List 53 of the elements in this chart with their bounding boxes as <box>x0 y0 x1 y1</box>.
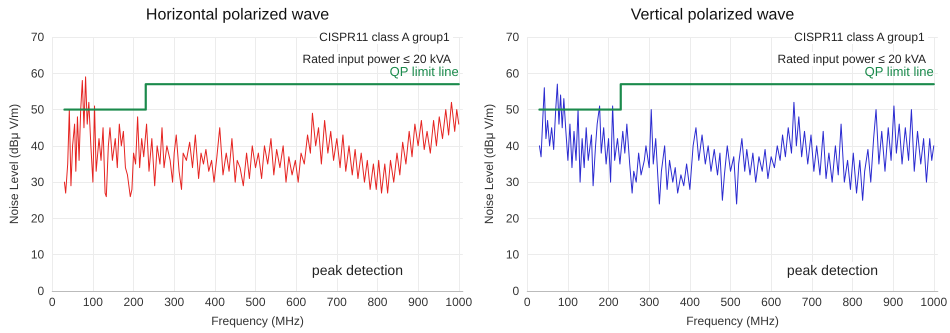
annotation: CISPR11 class A group1 <box>319 30 450 44</box>
y-tick-label: 70 <box>506 30 520 44</box>
annotation: Rated input power ≤ 20 kVA <box>302 52 452 66</box>
x-tick-label: 900 <box>883 295 904 309</box>
annotation: Rated input power ≤ 20 kVA <box>778 52 926 66</box>
y-tick-label: 0 <box>512 284 520 298</box>
annotation: CISPR11 class A group1 <box>794 30 925 44</box>
y-tick-label: 60 <box>30 66 45 80</box>
x-tick-label: 200 <box>124 295 144 309</box>
x-tick-label: 500 <box>245 295 266 309</box>
y-axis-title: Noise Level (dBμ V/m) <box>7 104 21 224</box>
y-tick-label: 10 <box>506 248 520 262</box>
x-axis-title: Frequency (MHz) <box>686 314 779 328</box>
y-tick-label: 60 <box>506 66 520 80</box>
x-tick-label: 300 <box>164 295 185 309</box>
x-tick-label: 300 <box>639 295 660 309</box>
y-tick-label: 50 <box>30 102 45 117</box>
x-tick-label: 800 <box>367 295 388 309</box>
x-tick-label: 700 <box>326 295 348 309</box>
series-label: QP limit line <box>864 64 934 80</box>
chart-title: Horizontal polarized wave <box>146 6 330 24</box>
x-tick-label: 600 <box>761 295 782 309</box>
annotation: peak detection <box>312 262 404 278</box>
x-tick-label: 200 <box>598 295 619 309</box>
x-tick-label: 0 <box>48 295 56 309</box>
y-tick-label: 70 <box>30 30 45 44</box>
line-series <box>538 84 934 204</box>
chart-title: Vertical polarized wave <box>630 6 794 24</box>
y-tick-label: 30 <box>506 175 520 190</box>
series-label: QP limit line <box>390 64 459 80</box>
y-axis-title: Noise Level (dBμ V/m) <box>482 104 496 224</box>
y-tick-label: 20 <box>506 211 520 226</box>
y-tick-label: 40 <box>506 138 520 153</box>
x-tick-label: 0 <box>524 295 531 309</box>
x-tick-label: 500 <box>720 295 741 309</box>
x-tick-label: 400 <box>680 295 700 309</box>
x-tick-label: 1000 <box>920 295 948 309</box>
x-tick-label: 900 <box>408 295 428 309</box>
x-tick-label: 100 <box>82 295 104 309</box>
x-tick-label: 100 <box>558 295 578 309</box>
x-tick-label: 800 <box>842 295 863 309</box>
y-tick-label: 50 <box>506 102 520 117</box>
y-tick-label: 30 <box>30 175 45 190</box>
y-tick-label: 10 <box>30 248 45 262</box>
y-tick-label: 0 <box>38 284 45 298</box>
x-axis-title: Frequency (MHz) <box>211 314 304 328</box>
y-tick-label: 20 <box>30 211 45 226</box>
x-tick-label: 600 <box>286 295 306 309</box>
y-tick-label: 40 <box>30 138 45 153</box>
x-tick-label: 400 <box>204 295 226 309</box>
x-tick-label: 1000 <box>445 295 472 309</box>
annotation: peak detection <box>786 262 878 278</box>
x-tick-label: 700 <box>802 295 822 309</box>
